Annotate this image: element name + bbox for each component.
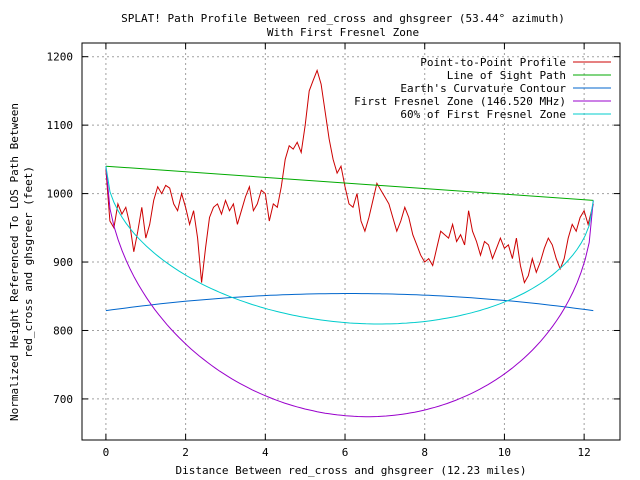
y-tick-label: 700	[53, 393, 73, 406]
x-tick-label: 0	[103, 446, 110, 459]
x-tick-label: 8	[421, 446, 428, 459]
chart-title: SPLAT! Path Profile Between red_cross an…	[121, 12, 565, 25]
legend-label-3: First Fresnel Zone (146.520 MHz)	[354, 95, 566, 108]
y-axis-label-line-1: Normalized Height Referenced To LOS Path…	[8, 103, 21, 421]
plot-frame	[81, 42, 621, 441]
series-line-3	[105, 166, 594, 418]
series-line-1	[105, 165, 594, 201]
y-tick-label: 1200	[47, 51, 74, 64]
y-tick-label: 800	[53, 324, 73, 337]
x-tick-label: 6	[342, 446, 349, 459]
legend-label-2: Earth's Curvature Contour	[400, 82, 566, 95]
y-axis-label-line-2: red_cross and ghsgreer (feet)	[22, 166, 35, 358]
series-line-2	[105, 293, 594, 312]
legend-label-0: Point-to-Point Profile	[420, 56, 566, 69]
x-tick-label: 2	[182, 446, 189, 459]
y-tick-label: 900	[53, 256, 73, 269]
x-tick-label: 10	[498, 446, 511, 459]
legend-label-1: Line of Sight Path	[447, 69, 566, 82]
x-axis-label: Distance Between red_cross and ghsgreer …	[176, 464, 527, 477]
legend-label-4: 60% of First Fresnel Zone	[400, 108, 566, 121]
y-tick-label: 1000	[47, 188, 74, 201]
x-tick-label: 12	[578, 446, 591, 459]
series-line-0	[105, 68, 594, 284]
x-tick-label: 4	[262, 446, 269, 459]
y-tick-label: 1100	[47, 119, 74, 132]
series-lines	[105, 68, 594, 418]
chart-subtitle: With First Fresnel Zone	[267, 26, 419, 39]
series-line-4	[105, 166, 594, 325]
axis-ticks: 0 2 4 6 8 10 12 700 800 900 1000 1100 1200	[47, 43, 620, 459]
